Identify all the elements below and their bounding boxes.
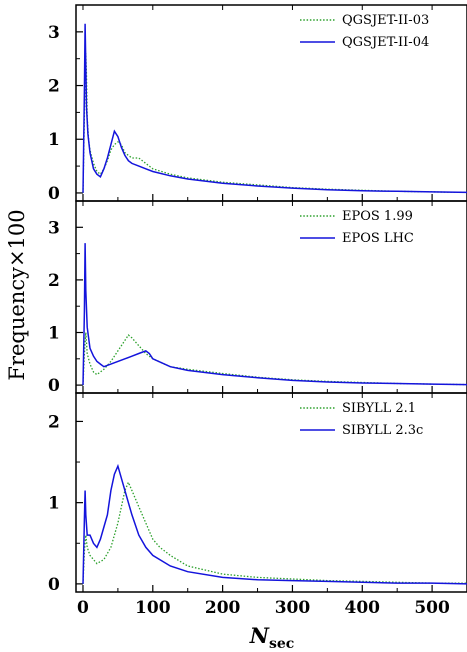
y-tick-label: 3 [48, 23, 60, 43]
y-tick-label: 0 [48, 575, 60, 595]
y-tick-label: 1 [48, 130, 60, 150]
x-tick-label: 100 [135, 598, 171, 618]
series-line-sibyll-2-1 [82, 480, 467, 584]
series-line-epos-1-99 [82, 332, 467, 386]
panel-frame-bottom [75, 392, 467, 593]
legend-label: SIBYLL 2.3c [342, 423, 423, 438]
x-tick-label: 300 [275, 598, 311, 618]
x-tick-label: 500 [414, 598, 450, 618]
series-line-sibyll-2-3c [82, 463, 467, 585]
y-tick-label: 0 [48, 376, 60, 396]
series-line-qgsjet-ii-03 [82, 53, 467, 194]
legend-label: SIBYLL 2.1 [342, 401, 416, 416]
series-line-epos-lhc [82, 243, 467, 386]
x-tick-label: 0 [77, 598, 89, 618]
y-axis-label: Frequency×100 [5, 209, 29, 380]
y-tick-label: 2 [48, 77, 60, 97]
x-tick-label: 400 [345, 598, 381, 618]
series-line-qgsjet-ii-04 [82, 23, 467, 194]
x-axis-label-sub: sec [269, 636, 294, 652]
x-axis-label-main: N [249, 623, 270, 648]
y-tick-label: 3 [48, 218, 60, 238]
x-tick-label: 200 [205, 598, 241, 618]
y-tick-label: 2 [48, 271, 60, 291]
legend-label: QGSJET-II-04 [342, 35, 429, 50]
y-tick-label: 1 [48, 324, 60, 344]
y-tick-label: 2 [48, 412, 60, 432]
x-axis-label: Nsec [249, 623, 295, 652]
y-tick-label: 0 [48, 184, 60, 204]
y-tick-label: 1 [48, 494, 60, 514]
panel-frame-middle [75, 200, 467, 394]
legend-label: EPOS LHC [342, 231, 414, 246]
legend-label: EPOS 1.99 [342, 209, 413, 224]
legend-label: QGSJET-II-03 [342, 13, 429, 28]
